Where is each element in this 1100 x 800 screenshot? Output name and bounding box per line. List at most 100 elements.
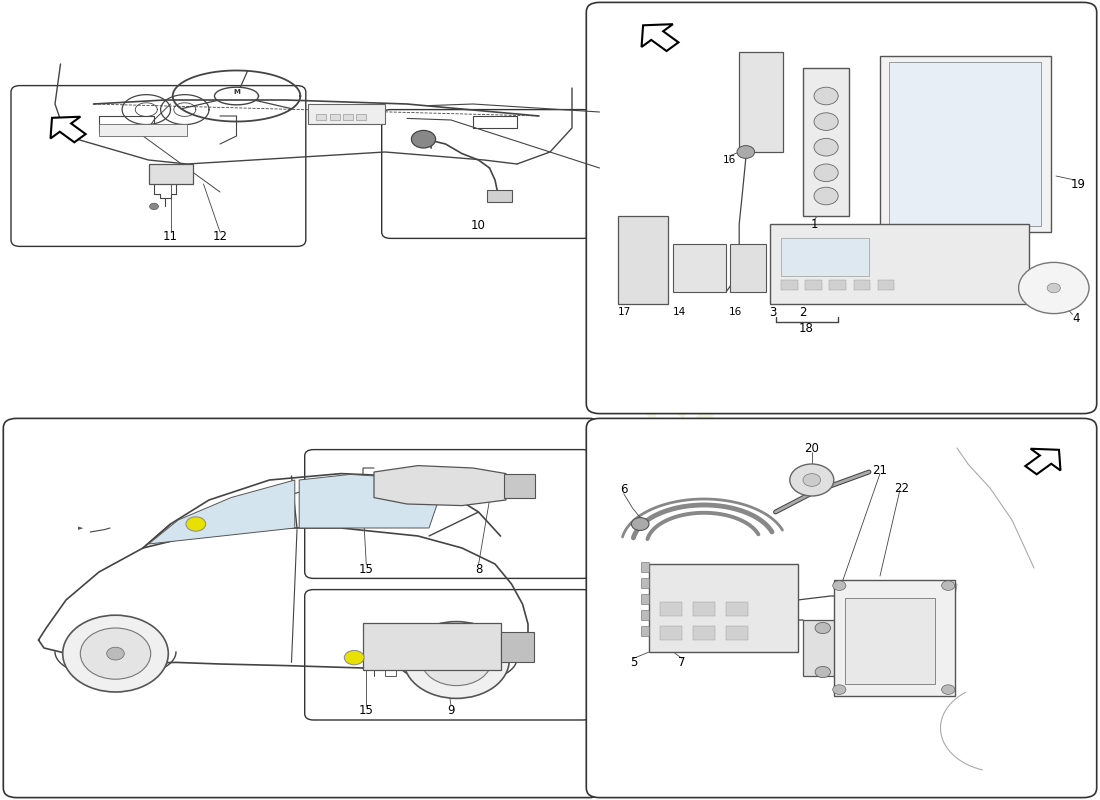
- Circle shape: [63, 615, 168, 692]
- Circle shape: [411, 130, 436, 148]
- Bar: [504, 474, 535, 498]
- Circle shape: [833, 581, 846, 590]
- Text: 10: 10: [471, 219, 486, 232]
- Text: 3: 3: [770, 306, 777, 318]
- Text: 5: 5: [630, 656, 637, 669]
- Text: 9: 9: [448, 704, 454, 717]
- Bar: [878, 280, 894, 290]
- Circle shape: [344, 650, 364, 665]
- Text: 16: 16: [729, 307, 743, 317]
- Bar: [803, 620, 836, 676]
- Text: 4: 4: [1072, 312, 1079, 325]
- Text: europ: europ: [625, 362, 871, 566]
- FancyBboxPatch shape: [11, 86, 306, 246]
- Text: 12: 12: [212, 230, 228, 242]
- Text: a passion for parts since 1985: a passion for parts since 1985: [614, 478, 794, 610]
- Bar: [781, 280, 798, 290]
- Circle shape: [737, 146, 755, 158]
- Bar: [660, 626, 682, 640]
- Circle shape: [833, 685, 846, 694]
- Bar: [730, 244, 766, 292]
- Text: 15: 15: [359, 704, 374, 717]
- Bar: [641, 594, 649, 604]
- FancyBboxPatch shape: [586, 418, 1097, 798]
- FancyBboxPatch shape: [586, 2, 1097, 414]
- Circle shape: [814, 113, 838, 130]
- FancyBboxPatch shape: [382, 110, 592, 238]
- Bar: [618, 216, 668, 304]
- Bar: [641, 578, 649, 588]
- Circle shape: [814, 87, 838, 105]
- Text: 1: 1: [811, 218, 817, 230]
- Text: 6: 6: [620, 483, 627, 496]
- Bar: [500, 632, 534, 662]
- Bar: [316, 114, 326, 120]
- Text: 15: 15: [359, 563, 374, 576]
- Circle shape: [631, 518, 649, 530]
- Text: 14: 14: [673, 307, 686, 317]
- Polygon shape: [374, 466, 506, 506]
- Circle shape: [815, 622, 830, 634]
- Bar: [660, 602, 682, 616]
- Polygon shape: [51, 117, 86, 142]
- Bar: [308, 104, 385, 124]
- Bar: [363, 623, 500, 670]
- Bar: [726, 626, 748, 640]
- Circle shape: [421, 634, 492, 686]
- Text: M: M: [233, 89, 240, 95]
- Bar: [343, 114, 353, 120]
- Bar: [770, 224, 1028, 304]
- Circle shape: [814, 164, 838, 182]
- Text: 2: 2: [800, 306, 806, 318]
- Polygon shape: [1025, 449, 1060, 474]
- Bar: [641, 610, 649, 620]
- Circle shape: [80, 628, 151, 679]
- Polygon shape: [148, 480, 295, 544]
- Bar: [726, 602, 748, 616]
- Circle shape: [790, 464, 834, 496]
- Bar: [99, 124, 187, 136]
- Polygon shape: [641, 24, 679, 51]
- Circle shape: [814, 187, 838, 205]
- Bar: [803, 68, 849, 216]
- Text: 20: 20: [804, 442, 820, 454]
- FancyBboxPatch shape: [305, 450, 592, 578]
- Bar: [673, 244, 726, 292]
- Bar: [641, 562, 649, 572]
- Circle shape: [942, 685, 955, 694]
- Text: 21: 21: [872, 464, 888, 477]
- Bar: [356, 114, 366, 120]
- Text: 18: 18: [799, 322, 814, 334]
- Bar: [829, 280, 846, 290]
- FancyBboxPatch shape: [3, 418, 602, 798]
- Circle shape: [1019, 262, 1089, 314]
- Circle shape: [803, 474, 821, 486]
- Text: 8: 8: [475, 563, 482, 576]
- Bar: [330, 114, 340, 120]
- Circle shape: [942, 581, 955, 590]
- Bar: [487, 190, 512, 202]
- Text: 22: 22: [894, 482, 910, 494]
- Text: 16: 16: [723, 155, 736, 165]
- FancyBboxPatch shape: [305, 590, 592, 720]
- Bar: [880, 56, 1050, 232]
- Bar: [834, 580, 955, 696]
- Circle shape: [815, 666, 830, 678]
- Bar: [693, 602, 715, 616]
- Bar: [889, 62, 1041, 226]
- Bar: [641, 626, 649, 636]
- Bar: [805, 280, 822, 290]
- Bar: [148, 164, 192, 184]
- Bar: [739, 52, 783, 152]
- Bar: [845, 598, 935, 684]
- Bar: [781, 238, 869, 276]
- Circle shape: [1047, 283, 1060, 293]
- Text: 11: 11: [163, 230, 178, 242]
- Text: 19: 19: [1070, 178, 1086, 190]
- Circle shape: [150, 203, 158, 210]
- Circle shape: [448, 654, 465, 666]
- Bar: [649, 564, 798, 652]
- Bar: [854, 280, 870, 290]
- Circle shape: [814, 138, 838, 156]
- Circle shape: [186, 517, 206, 531]
